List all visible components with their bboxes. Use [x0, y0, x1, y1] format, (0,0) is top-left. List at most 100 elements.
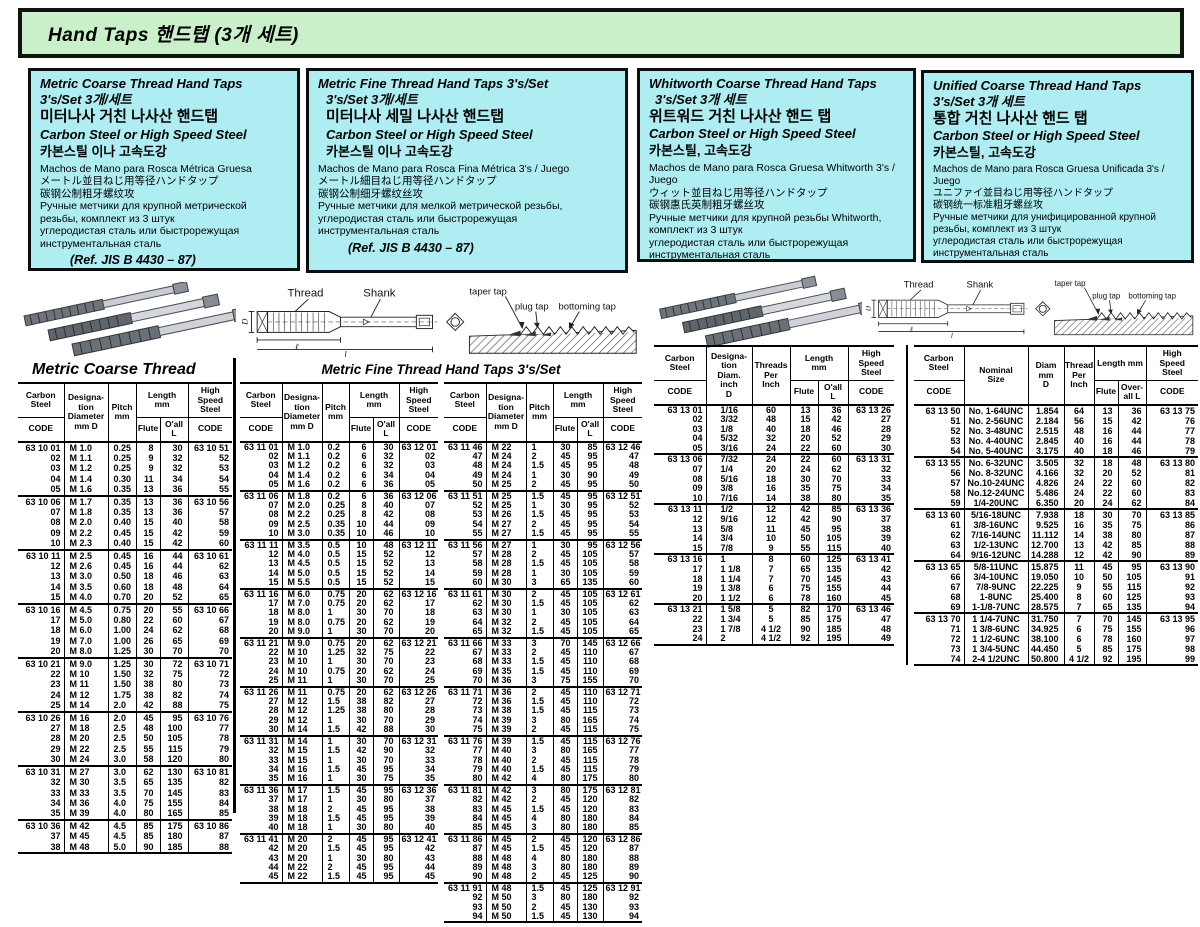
data-cell: 1.25: [107, 646, 136, 658]
data-cell: M 18: [63, 723, 108, 734]
data-cell: 80: [552, 823, 578, 834]
data-cell: 30: [348, 774, 373, 785]
data-cell: 95: [576, 451, 604, 462]
table-row: 27 M 18 2.5 48 100 77: [18, 723, 233, 734]
data-cell: 62: [817, 465, 849, 475]
box-subtitle: 3's/Set 3개/세트: [326, 91, 418, 107]
table-row: 14 3/4 10 50 105 39: [654, 534, 895, 544]
hss-code-cell: 37: [398, 795, 439, 805]
hss-code-cell: 65: [187, 592, 233, 604]
data-cell: 115: [576, 764, 604, 775]
data-cell: 18: [1063, 508, 1094, 520]
carbon-code-cell: 55: [472, 529, 483, 539]
data-cell: 5: [751, 614, 790, 625]
data-cell: 45: [135, 711, 160, 724]
table-row: 35 M 39 4.0 80 165 85: [18, 808, 233, 820]
info-desc-line: инструментальная сталь: [40, 237, 162, 250]
data-cell: 45: [552, 912, 578, 923]
data-cell: 35: [1093, 519, 1118, 530]
col-flute: Flute: [348, 417, 373, 442]
carbon-code-cell: 59: [472, 568, 483, 578]
info-desc-line: 碳钢惠氏英制粗牙螺丝攻: [649, 199, 765, 211]
data-cell: M 17: [281, 784, 322, 796]
hss-code-cell: 40: [398, 823, 439, 834]
table-row: 28 M 12 1.25 38 80 28: [240, 706, 439, 716]
data-cell: 22: [789, 443, 818, 455]
data-cell: M 15: [281, 746, 322, 756]
metric-fine-section: Metric Fine Thread Hand Taps 3's/Set Car…: [240, 360, 643, 924]
row-group: 63 11 06 M 1.8 0.2 6 36 63 12 06 07 M 2.0 0.25 8 4…: [240, 490, 439, 540]
carbon-code-cell: 63 10 26: [25, 712, 61, 723]
col-high-speed-steel: High Speed Steel: [1145, 346, 1198, 381]
data-cell: 0.2: [321, 470, 349, 481]
data-cell: 1.5: [525, 706, 554, 716]
data-cell: 3: [525, 862, 554, 873]
hss-code-cell: 53: [602, 510, 643, 520]
data-cell: M 32: [485, 617, 527, 628]
data-cell: 105: [576, 588, 604, 599]
data-cell: 6: [348, 470, 373, 481]
col-length: Length mm: [1093, 346, 1146, 381]
table-row: 02 M 1.1 0.2 6 32 02: [240, 451, 439, 462]
table-row: 33 M 33 3.5 70 145 83: [18, 787, 233, 798]
data-cell: 42: [1117, 415, 1146, 426]
hss-code-cell: 82: [1145, 477, 1198, 488]
carbon-code-cell: 57: [472, 549, 483, 559]
data-cell: 125: [1117, 591, 1146, 602]
table-row: 34 M 36 4.0 75 155 84: [18, 797, 233, 809]
hss-code-cell: 85: [187, 808, 233, 820]
data-cell: 8: [135, 441, 160, 453]
carbon-code-cell: 53: [472, 510, 483, 520]
data-cell: 105: [1117, 571, 1146, 582]
carbon-code-cell: 63 13 60: [925, 509, 961, 520]
thread-label: Thread: [904, 279, 934, 290]
table-row: 59 1/4-20UNC 6.350 20 24 62 84: [914, 497, 1198, 509]
table-row: 45 M 22 1.5 45 95 45: [240, 872, 439, 883]
table-row: 09 3/8 16 35 75 34: [654, 484, 895, 494]
data-cell: 8: [348, 500, 373, 511]
data-cell: 14.288: [1027, 549, 1064, 561]
data-cell: M 8.0: [281, 617, 322, 628]
data-cell: 75: [1093, 623, 1118, 634]
data-cell: M 2.5: [63, 549, 108, 561]
table-row: 63 11 71 M 36 2 45 110 63 12 71: [444, 686, 643, 698]
data-cell: 70: [372, 627, 400, 638]
data-cell: 175: [817, 614, 849, 625]
data-cell: 45: [552, 559, 578, 569]
carbon-code-cell: 63 11 41: [243, 833, 279, 844]
data-cell: 16: [135, 560, 160, 572]
carbon-code-cell: 63 13 06: [667, 454, 703, 465]
hss-code-cell: 30: [847, 443, 895, 455]
data-cell: 72: [159, 657, 189, 670]
data-cell: 0.35: [107, 495, 136, 507]
data-cell: M 30: [485, 599, 527, 609]
data-cell: 36: [372, 490, 400, 501]
hss-code-cell: 49: [602, 470, 643, 481]
data-cell: 18: [135, 581, 160, 593]
table-row: 73 1 3/4-5UNC 44.450 5 85 175 98: [914, 643, 1198, 654]
data-cell: 70: [1093, 612, 1118, 624]
table-row: 09 M 2.2 0.45 15 42 59: [18, 527, 233, 539]
carbon-code-cell: 02: [268, 451, 279, 461]
data-cell: M 45: [485, 804, 527, 814]
data-cell: 45: [552, 588, 578, 599]
info-desc-line: инструментальная сталь: [649, 249, 771, 261]
data-cell: 42: [348, 746, 373, 756]
box-steel: Carbon Steel or High Speed Steel: [933, 128, 1140, 143]
carbon-code-cell: 62: [950, 529, 961, 540]
carbon-code-cell: 63 10 31: [25, 766, 61, 777]
table-row: 51 No. 2-56UNC 2.184 56 15 42 76: [914, 415, 1198, 426]
hand-taps-photo: [23, 282, 236, 357]
carbon-code-cell: 54: [472, 519, 483, 529]
table-row: 10 7/16 14 38 80 35: [654, 493, 895, 505]
data-cell: M 39: [485, 725, 527, 736]
table-row: 02 3/32 48 15 42 27: [654, 415, 895, 425]
data-cell: 44: [159, 549, 189, 561]
data-cell: 30: [348, 657, 373, 667]
data-cell: 80: [372, 795, 400, 805]
hss-code-cell: 10: [398, 529, 439, 540]
table-row: 12 M 2.6 0.45 16 44 62: [18, 560, 233, 572]
box-reference: (Ref. JIS B 4430 – 87): [348, 240, 474, 255]
data-cell: 88: [372, 725, 400, 736]
